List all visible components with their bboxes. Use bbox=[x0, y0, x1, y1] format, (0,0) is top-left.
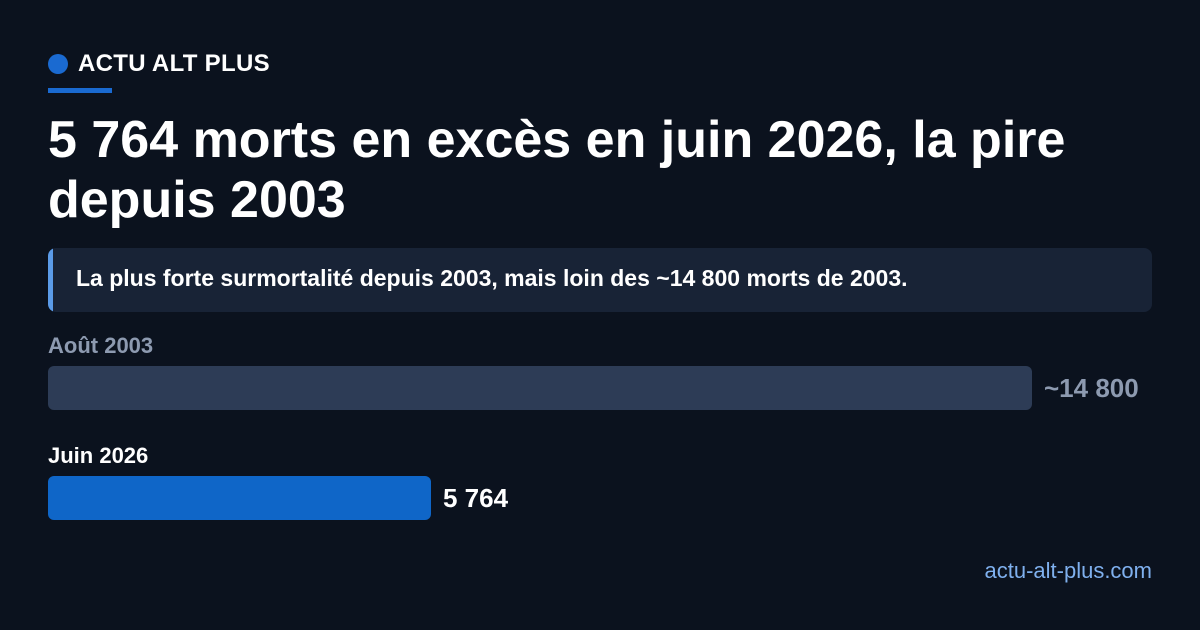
callout-text: La plus forte surmortalité depuis 2003, … bbox=[76, 265, 908, 291]
brand-name: ACTU ALT PLUS bbox=[78, 50, 270, 77]
headline: 5 764 morts en excès en juin 2026, la pi… bbox=[48, 111, 1066, 229]
bar-category-label: Août 2003 bbox=[48, 333, 154, 358]
brand-underline bbox=[48, 88, 112, 93]
callout-box: La plus forte surmortalité depuis 2003, … bbox=[48, 248, 1152, 312]
bar bbox=[48, 366, 1032, 410]
bar-category-label: Juin 2026 bbox=[48, 443, 149, 468]
callout-accent-bar bbox=[48, 248, 53, 312]
brand: ACTU ALT PLUS bbox=[48, 50, 270, 78]
bar bbox=[48, 476, 431, 520]
bar-value-label: ~14 800 bbox=[1044, 373, 1139, 403]
bar-row: Juin 2026 5 764 bbox=[48, 444, 1152, 554]
brand-dot-icon bbox=[48, 54, 68, 74]
bar-row: Août 2003 ~14 800 bbox=[48, 334, 1152, 444]
site-url[interactable]: actu-alt-plus.com bbox=[984, 558, 1152, 583]
bar-value-label: 5 764 bbox=[443, 483, 509, 513]
